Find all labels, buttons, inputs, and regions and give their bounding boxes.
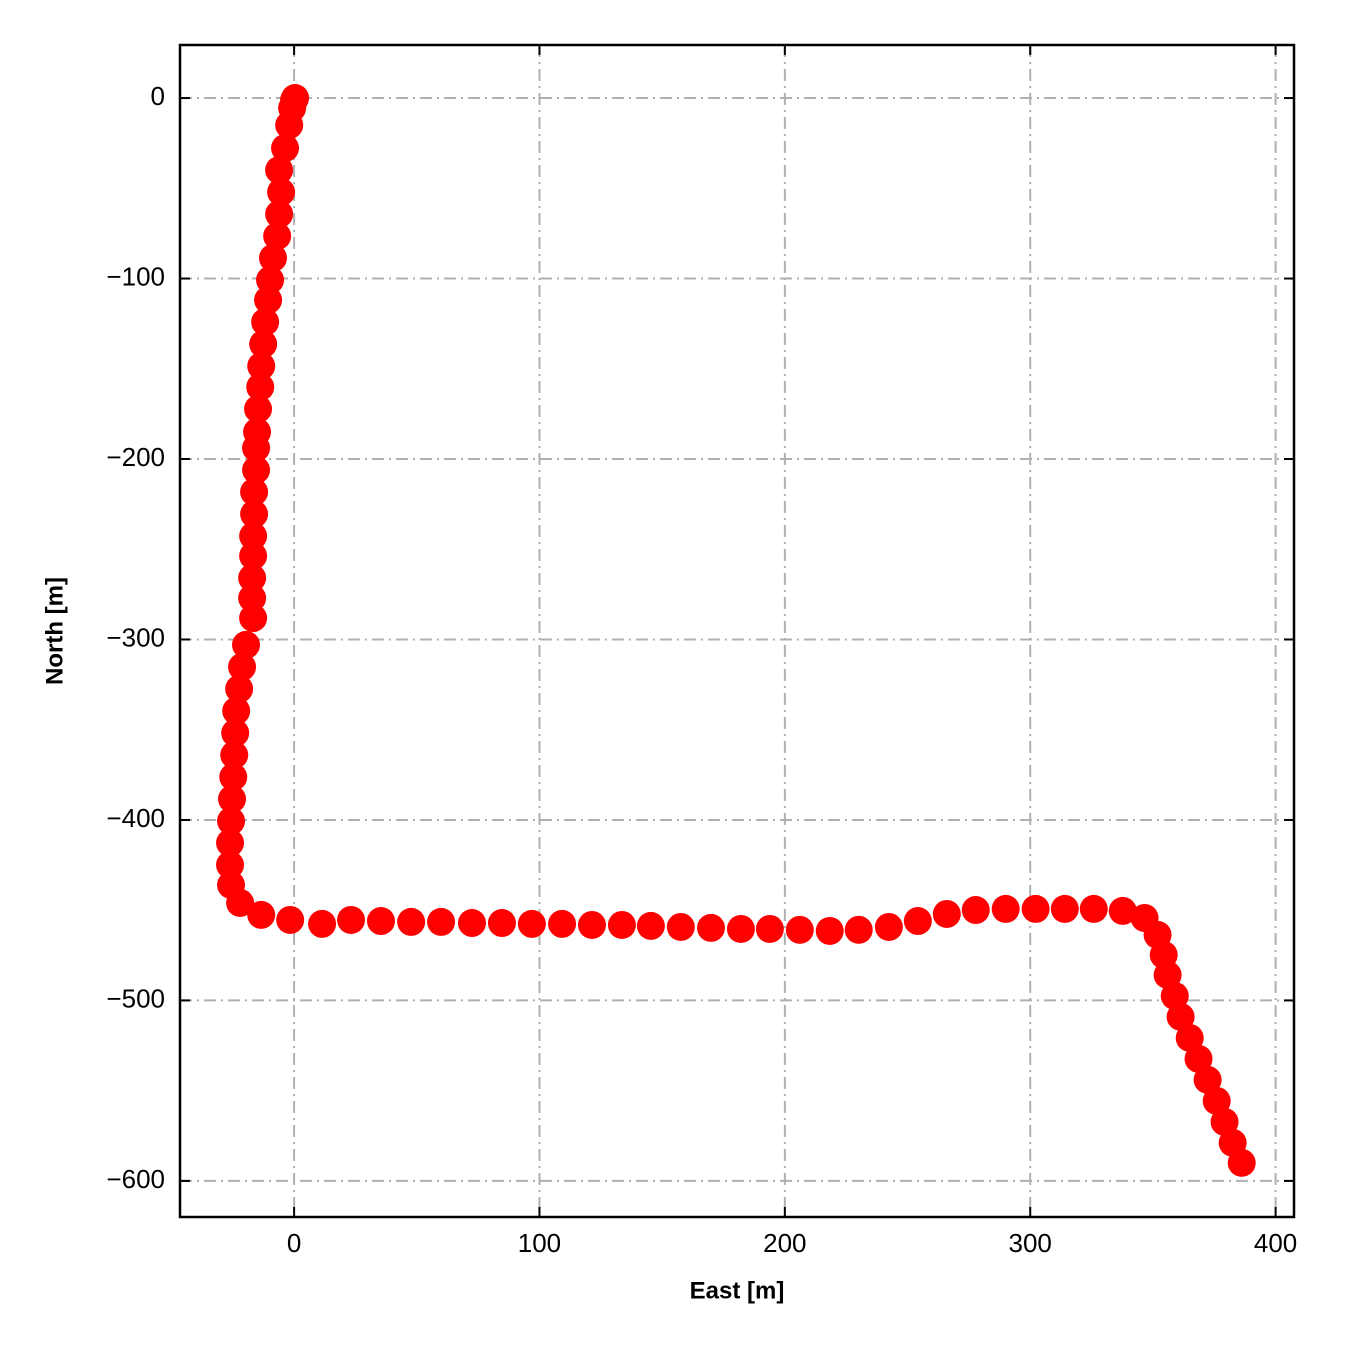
plot-frame [178, 43, 1296, 1219]
point [427, 907, 456, 936]
point [1166, 1002, 1195, 1031]
point [666, 912, 695, 941]
point [239, 541, 268, 570]
point [1184, 1044, 1213, 1073]
point [226, 888, 255, 917]
point [221, 718, 250, 747]
point [337, 905, 366, 934]
point [238, 563, 267, 592]
y-tick-label: −400 [106, 803, 165, 833]
point [247, 900, 276, 929]
y-tick-label: −500 [106, 983, 165, 1013]
point [254, 286, 283, 315]
point [548, 909, 577, 938]
point [228, 652, 257, 681]
point [1021, 894, 1050, 923]
grid [180, 45, 1294, 1217]
point [517, 909, 546, 938]
point [263, 222, 292, 251]
point [696, 913, 725, 942]
y-tick-label: 0 [151, 81, 165, 111]
point [1079, 894, 1108, 923]
point [238, 583, 267, 612]
x-tick-label: 300 [1009, 1228, 1052, 1258]
x-tick-label: 400 [1254, 1228, 1297, 1258]
point [397, 907, 426, 936]
x-tick-label: 0 [287, 1228, 301, 1258]
point [903, 907, 932, 936]
point [218, 785, 247, 814]
point [265, 156, 294, 185]
point [244, 395, 273, 424]
point [636, 911, 665, 940]
y-tick-label: −100 [106, 261, 165, 291]
point [487, 909, 516, 938]
point [785, 915, 814, 944]
point [1050, 894, 1079, 923]
point [271, 134, 300, 163]
point [815, 916, 844, 945]
point [265, 200, 294, 229]
point [242, 433, 271, 462]
point [222, 696, 251, 725]
point [239, 522, 268, 551]
point [1175, 1023, 1204, 1052]
point [216, 850, 245, 879]
point [366, 907, 395, 936]
point [258, 243, 287, 272]
point [1193, 1065, 1222, 1094]
point [220, 740, 249, 769]
y-tick-label: −200 [106, 442, 165, 472]
point [755, 914, 784, 943]
point [844, 915, 873, 944]
point [216, 828, 245, 857]
point [276, 905, 305, 934]
point [1227, 1148, 1256, 1177]
point [251, 308, 280, 337]
point [225, 674, 254, 703]
point [246, 372, 275, 401]
marks [216, 84, 1256, 1177]
point [217, 807, 246, 836]
point [991, 894, 1020, 923]
point [275, 111, 304, 140]
point [457, 909, 486, 938]
point [242, 456, 271, 485]
y-tick-label: −300 [106, 622, 165, 652]
y-tick-label: −600 [106, 1164, 165, 1194]
x-tick-label: 200 [763, 1228, 806, 1258]
point [308, 909, 337, 938]
point [232, 630, 261, 659]
point [240, 478, 269, 507]
point [240, 500, 269, 529]
point [961, 896, 990, 925]
y-axis-label: North [m] [41, 577, 68, 685]
point [874, 912, 903, 941]
point [607, 910, 636, 939]
point [219, 763, 248, 792]
x-axis-label: East [m] [690, 1277, 785, 1304]
point [726, 914, 755, 943]
point [267, 178, 296, 207]
point [577, 910, 606, 939]
point [249, 330, 278, 359]
point [247, 352, 276, 381]
point [239, 604, 268, 633]
point [1108, 896, 1137, 925]
point [932, 899, 961, 928]
x-tick-label: 100 [518, 1228, 561, 1258]
